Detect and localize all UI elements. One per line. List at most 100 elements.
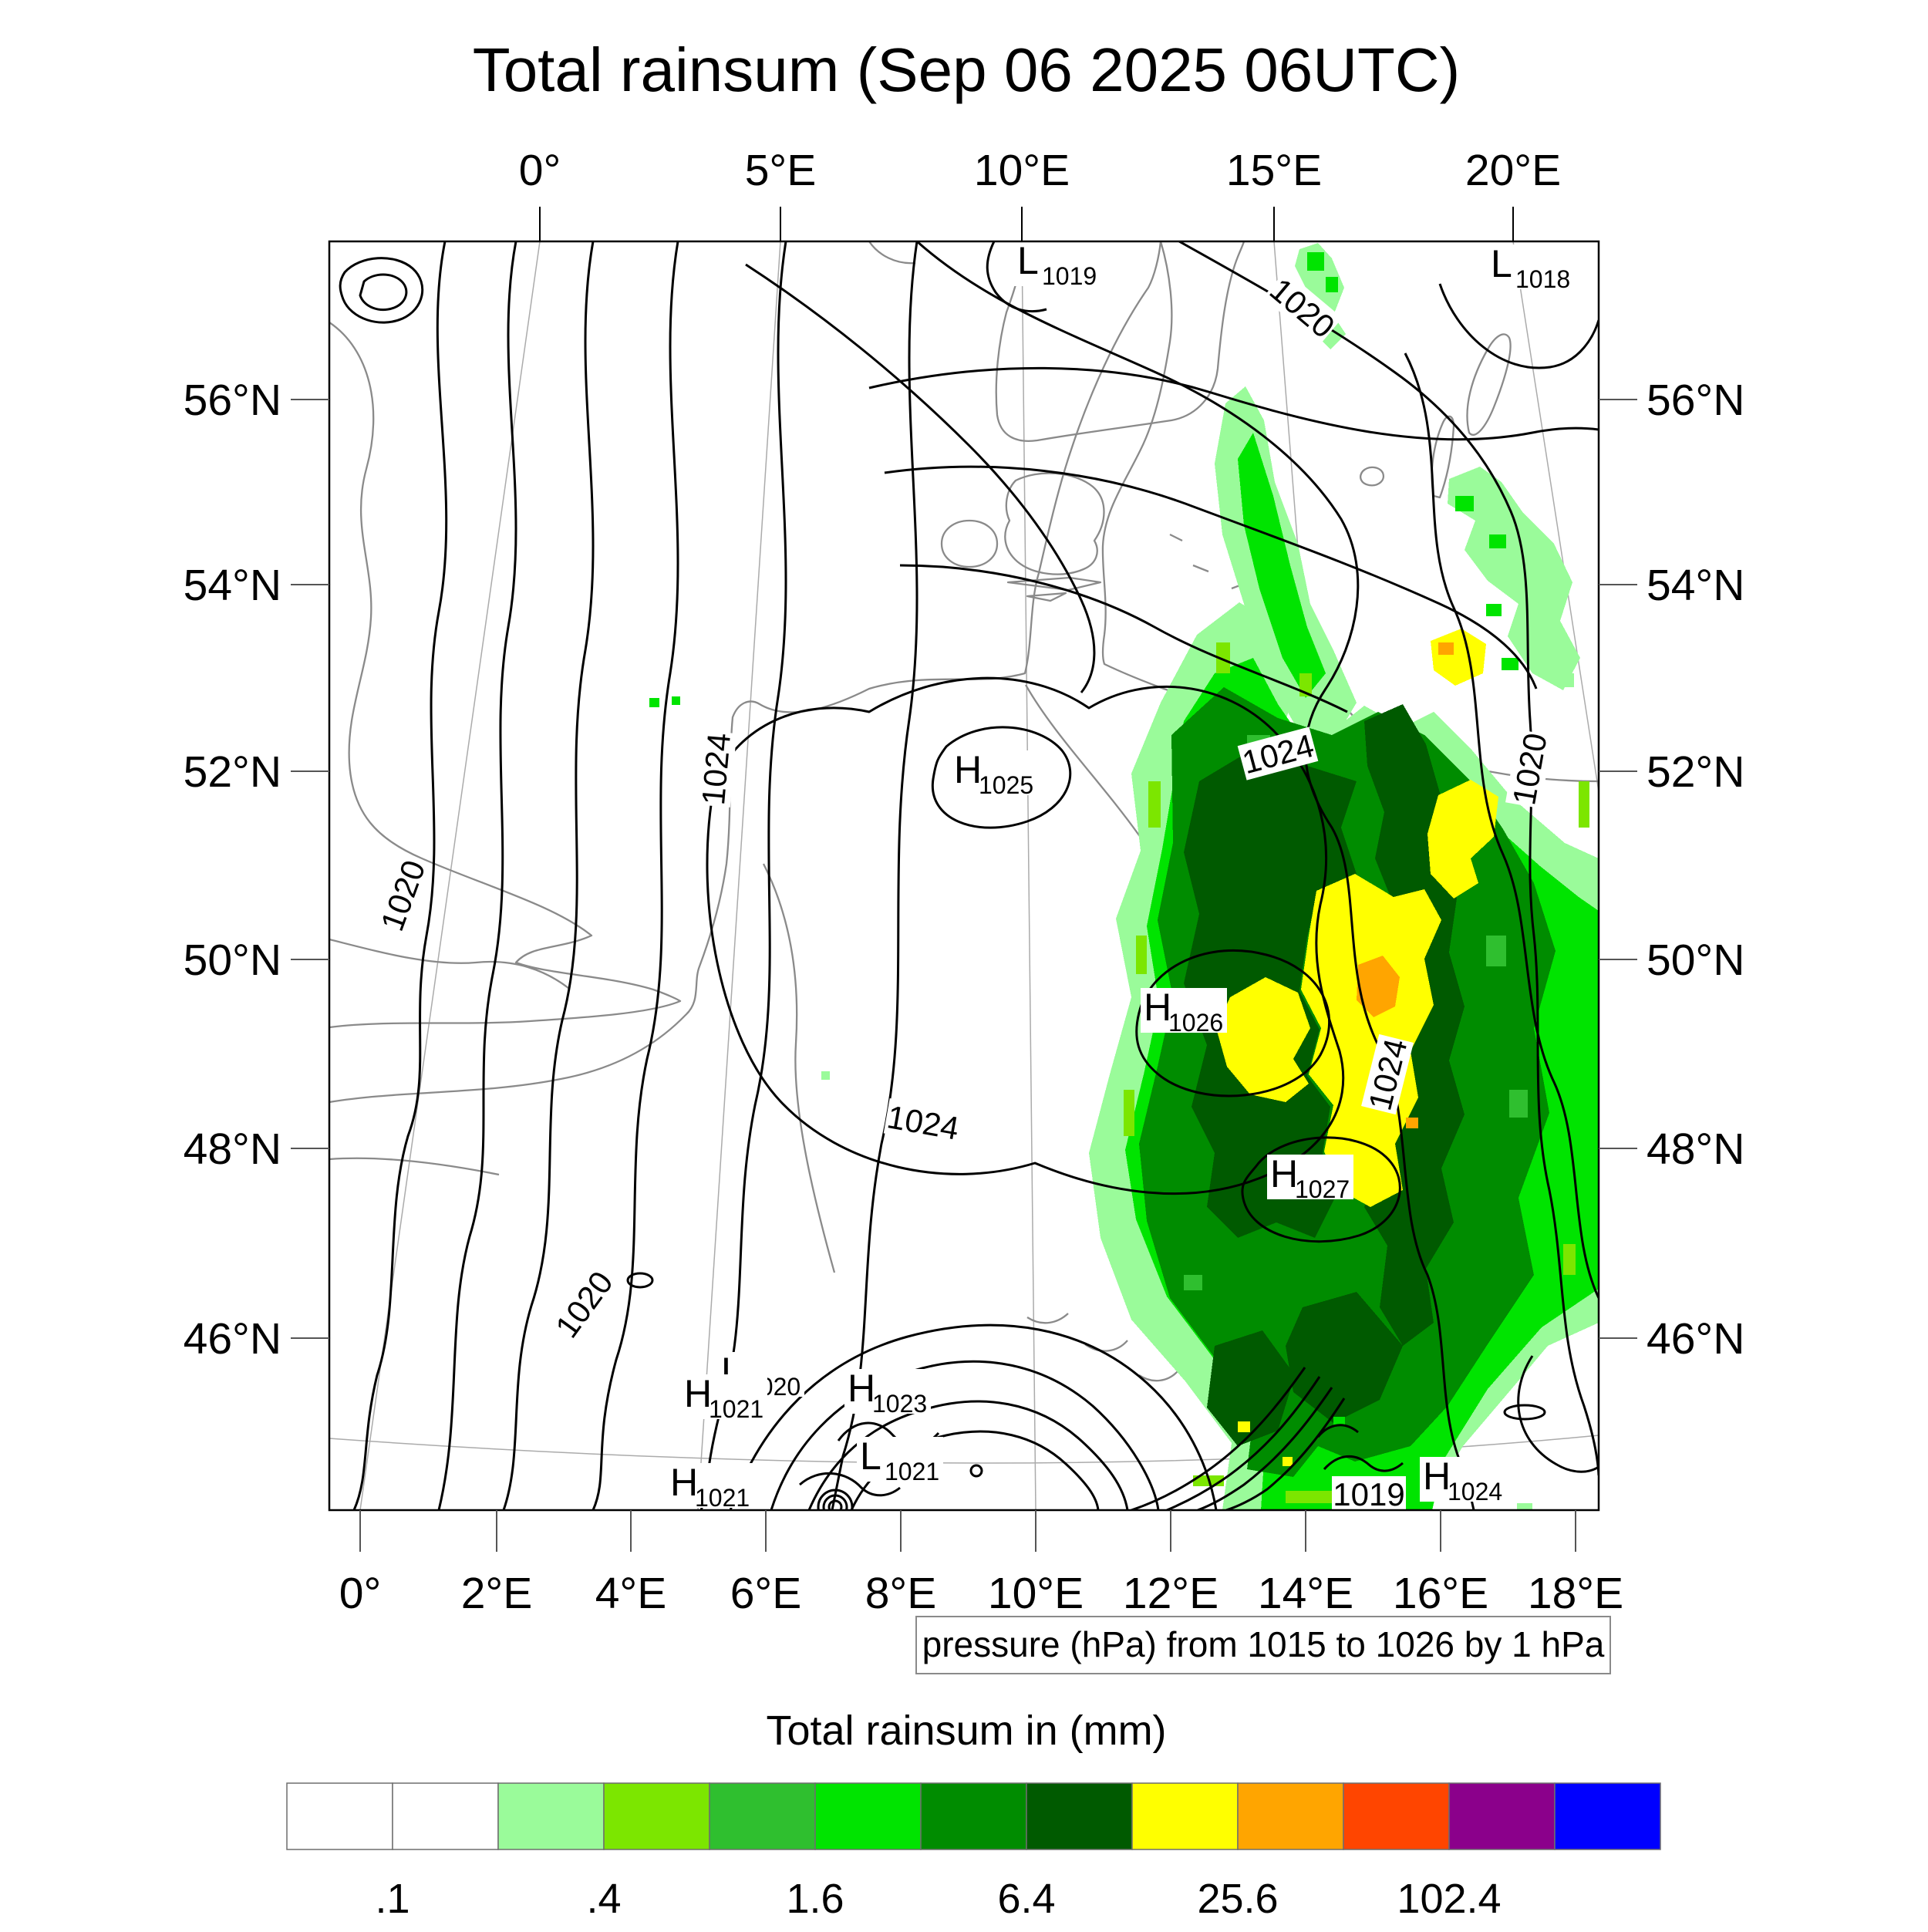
label-bg [844,1369,931,1414]
map-frame [328,240,1600,1512]
colorbar-tick-label: 25.6 [1197,1876,1278,1922]
pressure-contour [1135,949,1331,1097]
hl-letter: L [1491,242,1512,285]
graticule-line [697,241,781,1510]
pressure-center-label: L 1018 [1488,242,1574,293]
label-bg [548,1263,620,1345]
pressure-contour [899,564,1348,713]
page-title: Total rainsum (Sep 06 2025 06UTC) [473,35,1461,104]
rain-speck [1489,534,1506,548]
pressure-contour-ring [1503,1404,1546,1421]
colorbar-cell [1237,1782,1344,1850]
coastline [1138,1371,1178,1382]
colorbar-tick-label: 6.4 [997,1876,1055,1922]
coastline [1084,1340,1128,1352]
label-bg [667,1463,753,1508]
rain-speck [1563,1244,1576,1275]
coastline [329,241,1162,1104]
colorbar-cell [1131,1782,1239,1850]
pressure-contour [359,273,408,312]
rain-patch [1286,1292,1403,1423]
coastline [762,863,836,1273]
contour-value-label: 1024 [883,1098,963,1147]
colorbar-cell [1554,1782,1661,1850]
coastline [1026,1313,1069,1324]
pressure-contour [502,241,595,1510]
hl-value: 1021 [885,1458,939,1485]
hl-value: 1021 [695,1484,750,1512]
bottom-axis-label: 18°E [1528,1569,1623,1618]
pressure-contour [592,241,679,1510]
rain-speck [672,696,680,705]
pressure-contour [437,241,517,1510]
coastline [1004,472,1105,575]
contour-value: 1019 [1333,1476,1404,1512]
contour-value: 1020 [373,855,432,936]
label-bg [1267,1155,1353,1199]
coastline [1026,592,1067,602]
colorbar-cell [497,1782,605,1850]
pressure-contour [339,257,424,324]
bottom-axis-label: 8°E [865,1569,937,1618]
right-axis-label: 56°N [1647,376,1744,425]
pressure-contour-ring [817,1489,854,1510]
right-axis-label: 46°N [1647,1314,1744,1364]
pressure-contour [986,241,1047,313]
pressure-contour [1131,1367,1306,1510]
rain-speck [1307,252,1324,271]
label-bg [372,855,433,936]
hl-value: 1021 [709,1395,763,1423]
rain-speck [649,698,659,707]
rain-speck [1124,1090,1134,1136]
rain-speck [1286,1491,1332,1503]
hl-letter: H [1423,1455,1451,1498]
label-bg [681,1374,767,1419]
colorbar-cell [709,1782,816,1850]
colorbar-cell [814,1782,922,1850]
coastline [329,1157,500,1176]
legend-title: Total rainsum in (mm) [766,1708,1166,1754]
contour-value-label: 1020 [1505,729,1554,809]
label-bg [1420,1457,1506,1502]
colorbar-tick-label: 1.6 [786,1876,844,1922]
pressure-contour [1166,1376,1321,1510]
contour-value: 1024 [885,1098,962,1147]
pressure-contour [931,726,1072,829]
hl-letter: H [848,1367,875,1410]
right-axis-label: 54°N [1647,561,1744,610]
contour-value: 1024 [695,731,737,806]
caption-box [915,1616,1611,1674]
top-axis-label: 10°E [974,146,1070,195]
rain-speck [1136,936,1147,974]
rain-speck [1455,496,1474,511]
colorbar-cell [1448,1782,1556,1850]
hl-value: 1025 [979,771,1033,799]
bottom-axis-label: 12°E [1123,1569,1218,1618]
right-axis-label: 52°N [1647,747,1744,797]
hl-value: 1019 [1042,262,1097,290]
pressure-caption: pressure (hPa) from 1015 to 1026 by 1 hP… [922,1624,1605,1664]
hl-letter: L [860,1435,881,1478]
graticule-line [1021,241,1036,1510]
pressure-contour [1517,1355,1599,1473]
rain-speck [1486,604,1502,616]
rain-patch [1427,780,1498,899]
pressure-contour-ring [969,1464,983,1478]
rain-patch [1238,433,1326,698]
label-bg [1237,727,1319,781]
graticule-line [1512,241,1599,796]
pressure-contour [1323,1455,1404,1472]
colorbar-cell [920,1782,1027,1850]
top-axis-label: 5°E [745,146,817,195]
axis-labels: 0° 5°E 10°E 15°E 20°E 0° 2°E 4°E 6°E 8°E 10°E 12°E 1… [184,146,1745,1618]
left-axis-label: 52°N [184,747,281,797]
rain-speck [1557,673,1574,687]
bottom-axis-label: 6°E [730,1569,802,1618]
coastline [329,322,682,1029]
rain-speck [821,1071,830,1080]
